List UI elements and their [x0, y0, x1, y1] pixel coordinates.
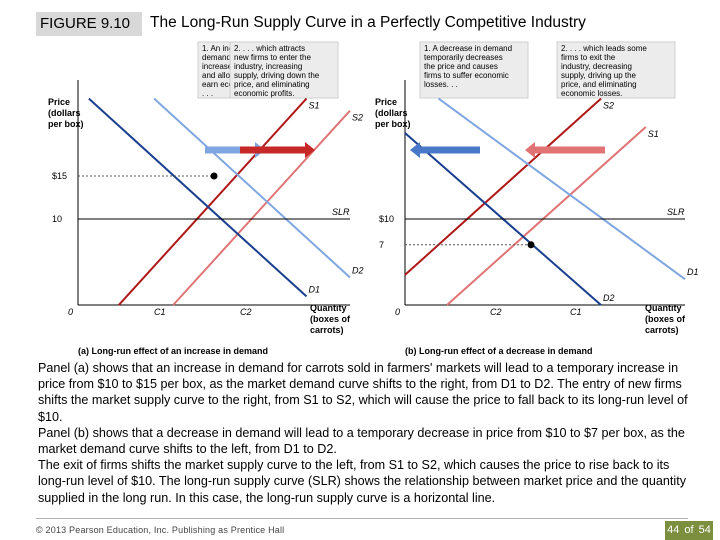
caption-paragraph-a: Panel (a) shows that an increase in dema…: [38, 361, 688, 424]
curve-label-slr: SLR: [667, 207, 685, 217]
equilibrium-point: [527, 241, 535, 249]
annotation-text-line: 2. . . . which attracts: [234, 44, 305, 53]
curve-s2: [404, 97, 602, 276]
annotation-text-line: losses. . .: [424, 80, 458, 89]
y-tick-label: 10: [52, 214, 62, 224]
caption: Panel (a) shows that an increase in dema…: [38, 360, 690, 506]
shift-arrow-head: [410, 142, 420, 158]
annotation-box: [556, 41, 676, 99]
y-tick-label: $10: [379, 214, 394, 224]
y-axis-label: Price: [48, 97, 70, 107]
annotation-text-line: firms to exit the: [561, 53, 616, 62]
annotation-text-line: industry, decreasing: [561, 62, 632, 71]
page-total: 54: [698, 524, 711, 536]
annotation-text-line: economic profits.: [234, 89, 294, 98]
x-axis-label: carrots): [310, 325, 344, 335]
equilibrium-point: [210, 172, 218, 180]
curve-label-s2: S2: [603, 101, 614, 111]
annotation-text-line: the price and causes: [424, 62, 498, 71]
curve-label-d1: D1: [687, 267, 699, 277]
x-axis-label: (boxes of: [310, 314, 351, 324]
x-axis-label: Quantity: [310, 303, 347, 313]
page-current: 44: [667, 524, 680, 536]
page-counter: 44 of 54: [665, 521, 713, 540]
curve-label-d1: D1: [308, 284, 320, 294]
annotation-text-line: economic losses.: [561, 89, 622, 98]
y-tick-label: $15: [52, 171, 67, 181]
shift-arrow-head: [525, 142, 535, 158]
y-axis-label: (dollars: [375, 108, 408, 118]
caption-paragraph-b: Panel (b) shows that a decrease in deman…: [38, 425, 685, 457]
figure-label: FIGURE 9.10: [36, 12, 142, 36]
x-axis-label: carrots): [645, 325, 679, 335]
curve-d2: [153, 97, 351, 279]
annotation-box: [229, 41, 339, 99]
annotation-text-line: 1. A decrease in demand: [424, 44, 512, 53]
x-tick-label: 0: [68, 307, 73, 317]
curve-label-s1: S1: [308, 101, 319, 111]
x-axis-label: Quantity: [645, 303, 682, 313]
curve-label-slr: SLR: [332, 207, 350, 217]
curve-label-d2: D2: [352, 265, 364, 275]
curve-s1: [446, 126, 647, 306]
figure-title: The Long-Run Supply Curve in a Perfectly…: [150, 14, 586, 31]
curve-s2: [172, 109, 351, 306]
x-tick-label: C2: [490, 307, 502, 317]
curve-label-s2: S2: [352, 113, 363, 123]
copyright: © 2013 Pearson Education, Inc. Publishin…: [36, 525, 285, 535]
annotation-text-line: firms to suffer economic: [424, 71, 509, 80]
annotation-text-line: industry, increasing: [234, 62, 302, 71]
y-axis-label: (dollars: [48, 108, 81, 118]
panel-title: (a) Long-run effect of an increase in de…: [78, 346, 268, 356]
annotation-text-line: supply, driving down the: [234, 71, 320, 80]
annotation-text-line: 2. . . . which leads some: [561, 44, 647, 53]
curve-label-s1: S1: [648, 129, 659, 139]
panel-title: (b) Long-run effect of a decrease in dem…: [405, 346, 593, 356]
y-axis-label: per box): [375, 119, 411, 129]
shift-arrow: [240, 142, 315, 158]
annotation-text-line: price, and eliminating: [561, 80, 637, 89]
shift-arrow: [410, 142, 480, 158]
annotation-text-line: supply, driving up the: [561, 71, 637, 80]
y-tick-label: 7: [379, 240, 384, 250]
annotation-text-line: price, and eliminating: [234, 80, 310, 89]
x-axis-label: (boxes of: [645, 314, 686, 324]
page-of: of: [684, 524, 694, 536]
x-tick-label: C2: [240, 307, 252, 317]
annotation-text-line: new firms to enter the: [234, 53, 311, 62]
shift-arrow: [525, 142, 605, 158]
x-tick-label: 0: [395, 307, 400, 317]
x-tick-label: C1: [154, 307, 166, 317]
annotation-text-line: temporarily decreases: [424, 53, 503, 62]
curve-d1: [438, 97, 686, 281]
shift-arrow-head: [305, 142, 315, 158]
y-axis-label: Price: [375, 97, 397, 107]
y-axis-label: per box): [48, 119, 84, 129]
annotation-box: [419, 41, 529, 99]
curve-s1: [118, 97, 308, 306]
annotation-text-line: . . .: [202, 89, 213, 98]
x-tick-label: C1: [570, 307, 582, 317]
caption-paragraph-c: The exit of firms shifts the market supp…: [38, 458, 687, 505]
footer-divider: [36, 518, 688, 519]
curve-label-d2: D2: [603, 293, 615, 303]
curve-d1: [88, 97, 308, 298]
